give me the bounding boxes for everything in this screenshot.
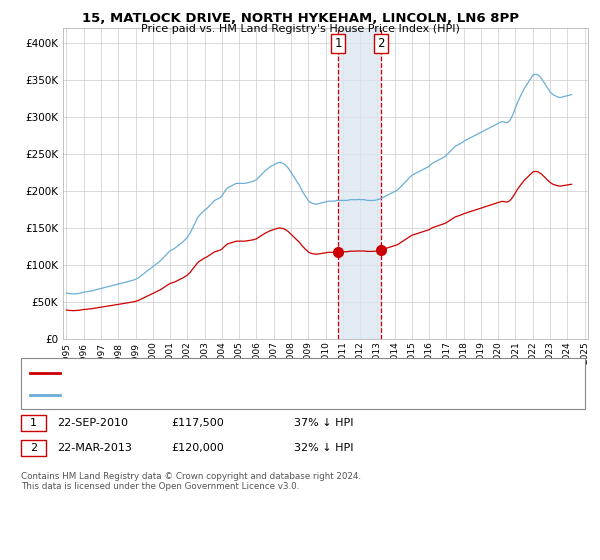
Text: Contains HM Land Registry data © Crown copyright and database right 2024.
This d: Contains HM Land Registry data © Crown c… [21,472,361,491]
Text: HPI: Average price, detached house, North Kesteven: HPI: Average price, detached house, Nort… [66,390,339,400]
Text: 37% ↓ HPI: 37% ↓ HPI [294,418,353,428]
Text: 15, MATLOCK DRIVE, NORTH HYKEHAM, LINCOLN, LN6 8PP: 15, MATLOCK DRIVE, NORTH HYKEHAM, LINCOL… [82,12,518,25]
Text: 15, MATLOCK DRIVE, NORTH HYKEHAM, LINCOLN, LN6 8PP (detached house): 15, MATLOCK DRIVE, NORTH HYKEHAM, LINCOL… [66,367,464,377]
Text: 1: 1 [30,418,37,428]
Text: 2: 2 [30,443,37,453]
Bar [338,28,381,339]
Text: £117,500: £117,500 [171,418,224,428]
Text: 1: 1 [334,38,341,50]
Text: 22-MAR-2013: 22-MAR-2013 [57,443,132,453]
Text: 32% ↓ HPI: 32% ↓ HPI [294,443,353,453]
Text: 22-SEP-2010: 22-SEP-2010 [57,418,128,428]
Text: £120,000: £120,000 [171,443,224,453]
Text: Price paid vs. HM Land Registry's House Price Index (HPI): Price paid vs. HM Land Registry's House … [140,24,460,34]
Text: 2: 2 [377,38,385,50]
